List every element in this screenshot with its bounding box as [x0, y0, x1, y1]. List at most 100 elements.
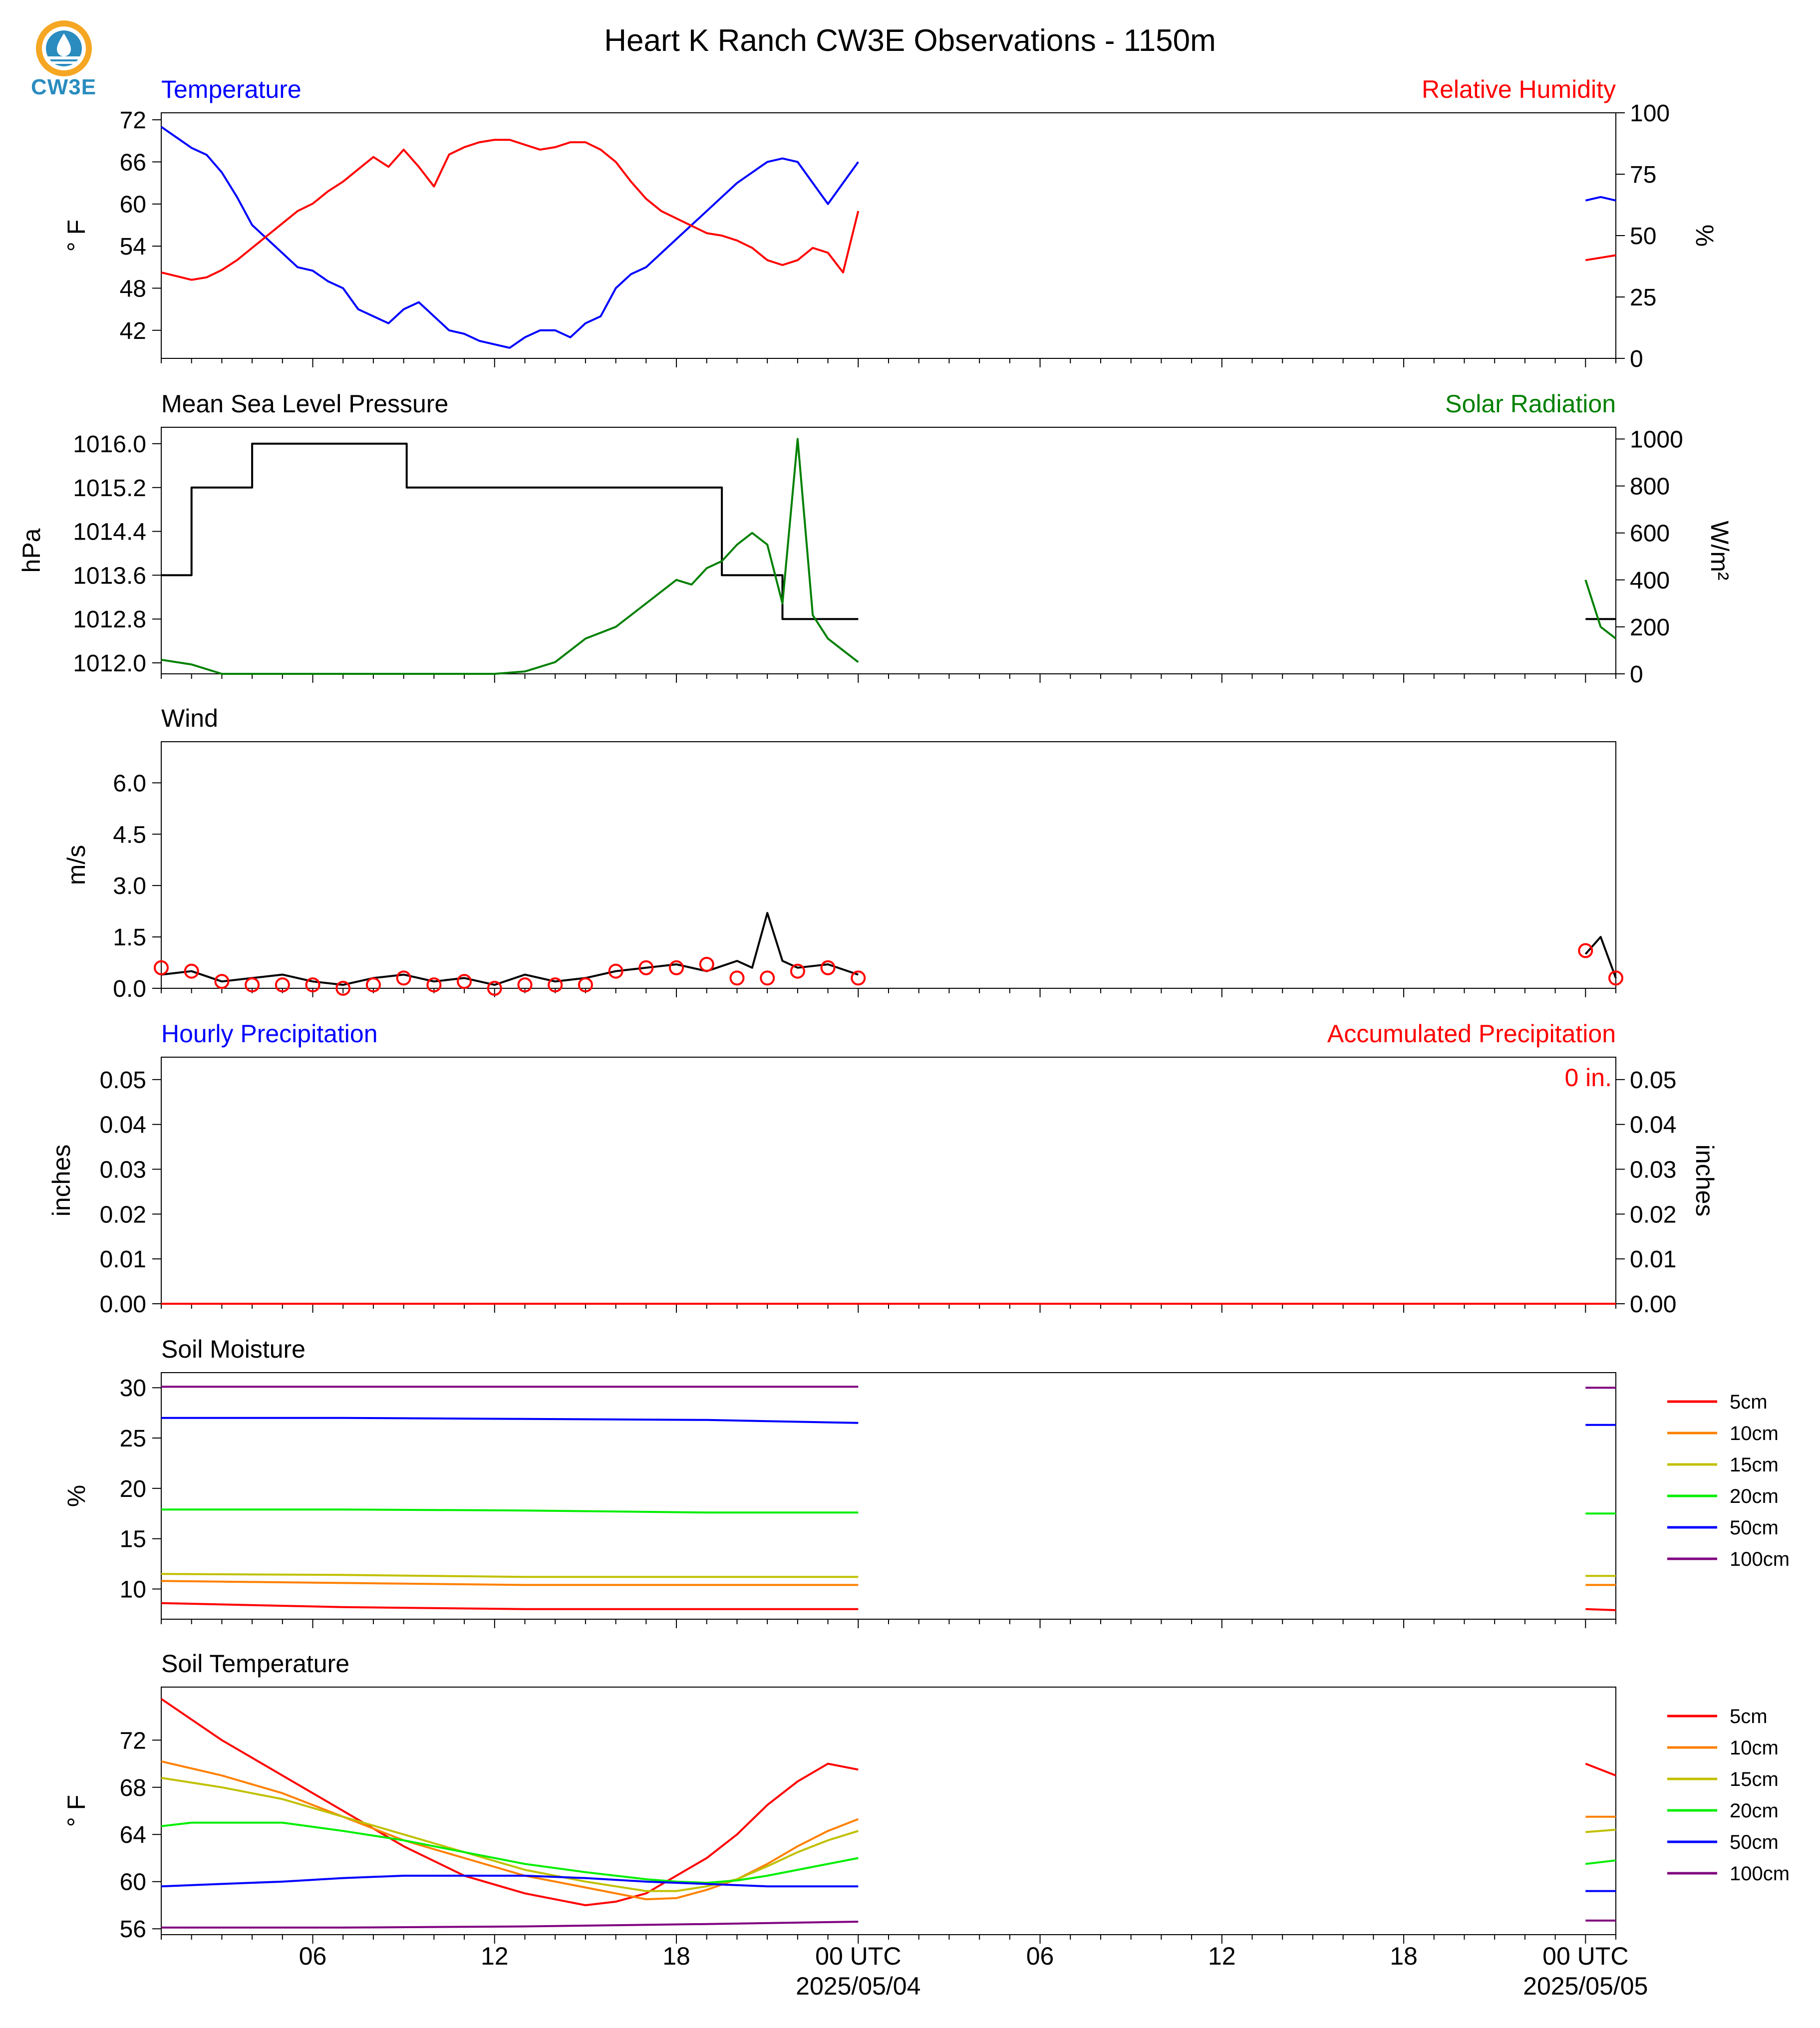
wind-marker-gust [851, 970, 866, 986]
temperature-ytick-label: 42 [120, 318, 146, 344]
soil_moisture-series-20cm [161, 1508, 859, 1514]
temperature-series-temperature [1585, 196, 1616, 202]
pressure-ytick-label: 1014.4 [73, 519, 146, 546]
soil_moisture-frame [161, 1372, 1616, 1620]
temperature-ytick-right-label: 75 [1630, 162, 1656, 188]
wind-ytick-label: 1.5 [113, 924, 146, 951]
wind-marker-gust [729, 970, 745, 986]
soil_temp-ytick-label: 60 [120, 1869, 146, 1896]
wind-left-title: Wind [161, 704, 218, 732]
wind-frame [161, 741, 1616, 989]
wind-series-wind [161, 912, 859, 986]
xtick-label: 18 [1390, 1942, 1418, 1970]
wind-ylabel: m/s [62, 845, 90, 885]
soil_temp-legend-label: 15cm [1730, 1768, 1779, 1790]
pressure-ytick-right-label: 1000 [1630, 427, 1683, 453]
pressure-ytick-right-label: 400 [1630, 568, 1670, 594]
temperature-frame [161, 112, 1616, 359]
temperature-ytick-right-label: 50 [1630, 223, 1656, 250]
wind-marker-gust [335, 981, 351, 996]
temperature-ytick-label: 60 [120, 192, 146, 218]
precip-left-title: Hourly Precipitation [161, 1020, 378, 1048]
precip-ylabel-right: inches [1691, 1145, 1719, 1217]
pressure-ytick-label: 1012.0 [73, 650, 146, 677]
date-label: 2025/05/05 [1523, 1972, 1648, 2000]
wind-marker-gust [578, 977, 593, 993]
wind-marker-gust [669, 960, 684, 975]
pressure-ytick-right-label: 200 [1630, 614, 1670, 641]
pressure-frame [161, 427, 1616, 674]
precip-ytick-right-label: 0.03 [1630, 1157, 1676, 1183]
precip-frame [161, 1057, 1616, 1304]
temperature-ylabel: ° F [62, 220, 90, 252]
temperature-ytick-right-label: 25 [1630, 285, 1656, 311]
soil_temp-series-10cm [161, 1760, 859, 1901]
pressure-series-solar-radiation [161, 438, 859, 675]
soil_temp-ytick-label: 56 [120, 1916, 146, 1943]
temperature-right-title: Relative Humidity [1422, 75, 1616, 103]
soil_moisture-legend-label: 10cm [1730, 1423, 1779, 1445]
soil_moisture-ytick-label: 15 [120, 1526, 146, 1553]
xtick-label: 12 [481, 1942, 509, 1970]
pressure-series-mean-sea-level-pressure [161, 442, 859, 620]
temperature-ylabel-right: % [1691, 225, 1719, 247]
wind-ytick-label: 4.5 [113, 822, 146, 848]
temperature-ytick-label: 54 [120, 234, 146, 260]
pressure-ytick-right-label: 0 [1630, 661, 1643, 688]
precip-ytick-label: 0.02 [100, 1201, 146, 1228]
wind-marker-gust [396, 970, 411, 986]
wind-marker-gust [365, 977, 381, 993]
wind-marker-gust [699, 956, 714, 972]
wind-marker-gust [1578, 943, 1593, 958]
soil_moisture-ylabel: % [62, 1485, 90, 1507]
soil_moisture-ytick-label: 20 [120, 1476, 146, 1502]
wind-marker-gust [790, 963, 805, 979]
soil_temp-series-15cm [161, 1776, 859, 1892]
pressure-ytick-label: 1013.6 [73, 563, 146, 589]
wind-series-wind [1584, 936, 1617, 979]
soil_temp-series-15cm [1585, 1828, 1616, 1833]
soil_temp-series-20cm [1585, 1859, 1616, 1865]
precip-ytick-right-label: 0.02 [1630, 1201, 1676, 1228]
precip-ytick-right-label: 0.04 [1630, 1112, 1676, 1139]
xtick-label: 00 UTC [815, 1942, 901, 1970]
wind-ytick-label: 6.0 [113, 770, 146, 797]
wind-marker-gust [305, 977, 320, 993]
cw3e-logo-icon [30, 17, 100, 102]
precip-ylabel: inches [47, 1145, 75, 1217]
wind-marker-gust [275, 977, 290, 993]
soil_moisture-legend-label: 20cm [1730, 1485, 1779, 1507]
soil_moisture-ytick-label: 25 [120, 1426, 146, 1452]
pressure-ytick-right-label: 800 [1630, 474, 1670, 500]
soil_temp-legend-label: 5cm [1730, 1706, 1768, 1728]
figure-title: Heart K Ranch CW3E Observations - 1150m [604, 23, 1216, 58]
wind-marker-gust [245, 977, 260, 993]
pressure-ylabel-right: W/m² [1706, 521, 1734, 580]
soil_moisture-series-5cm [161, 1602, 859, 1610]
soil_temp-series-5cm [160, 1698, 859, 1906]
wind-marker-gust [517, 977, 533, 993]
precip-ytick-label: 0.03 [100, 1157, 146, 1183]
wind-marker-gust [820, 960, 836, 975]
precip-ytick-label: 0.01 [100, 1246, 146, 1273]
wind-marker-gust [154, 960, 169, 975]
precip-ytick-label: 0.04 [100, 1112, 146, 1139]
precip-ytick-right-label: 0.00 [1630, 1291, 1676, 1318]
pressure-ytick-label: 1012.8 [73, 606, 146, 633]
precip-ytick-right-label: 0.05 [1630, 1067, 1676, 1094]
soil_moisture-left-title: Soil Moisture [161, 1335, 305, 1363]
soil_moisture-series-50cm [161, 1417, 859, 1424]
xtick-label: 00 UTC [1542, 1942, 1628, 1970]
soil_temp-ytick-label: 68 [120, 1775, 146, 1801]
wind-marker-gust [457, 974, 472, 989]
xtick-label: 06 [299, 1942, 327, 1970]
soil_temp-series-50cm [161, 1874, 859, 1888]
soil_temp-legend-label: 10cm [1730, 1737, 1779, 1759]
wind-ytick-label: 0.0 [113, 976, 146, 1002]
wind-marker-gust [1608, 970, 1623, 986]
xtick-label: 06 [1026, 1942, 1054, 1970]
temperature-ytick-right-label: 100 [1630, 100, 1670, 127]
soil_moisture-series-15cm [161, 1573, 859, 1578]
wind-marker-gust [184, 963, 199, 979]
